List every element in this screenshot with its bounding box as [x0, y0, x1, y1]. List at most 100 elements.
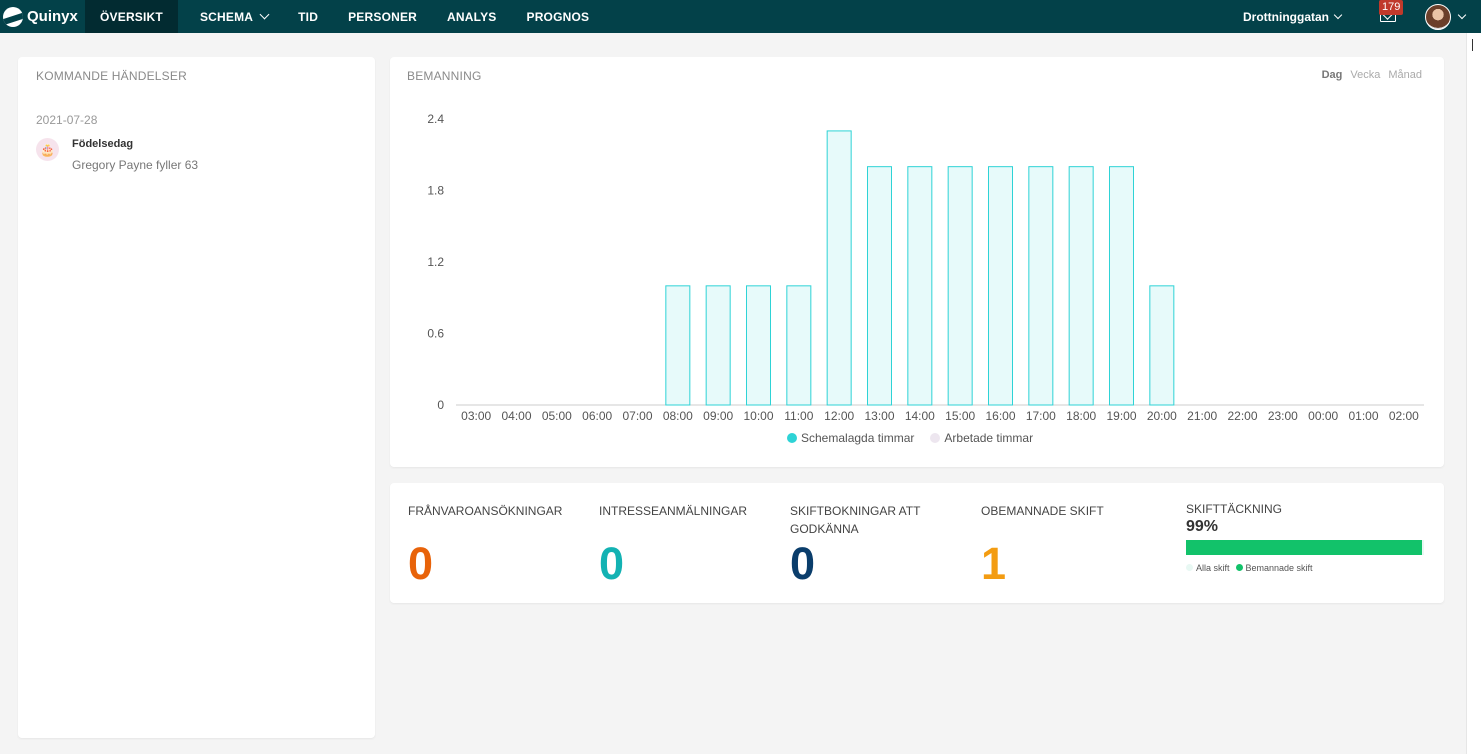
cake-icon: 🎂 [36, 138, 59, 161]
y-tick-label: 0 [437, 398, 444, 412]
y-tick-label: 1.8 [427, 184, 444, 198]
x-tick-label: 02:00 [1389, 409, 1419, 423]
location-label: Drottninggatan [1243, 9, 1329, 24]
stat-value: 0 [790, 538, 816, 589]
quinyx-logo-icon [3, 6, 23, 27]
nav-item-prognos[interactable]: PROGNOS [526, 0, 589, 33]
bar-scheduled[interactable] [867, 166, 892, 406]
card-title: KOMMANDE HÄNDELSER [36, 69, 187, 83]
nav-label: PROGNOS [526, 9, 590, 24]
bar-scheduled[interactable] [907, 166, 933, 406]
x-tick-label: 20:00 [1147, 409, 1177, 423]
legend-label: Schemalagda timmar [801, 431, 915, 445]
x-tick-label: 13:00 [864, 409, 894, 423]
y-tick-label: 0.6 [427, 327, 444, 341]
nav-item-personer[interactable]: PERSONER [348, 0, 417, 33]
x-tick-label: 23:00 [1268, 409, 1298, 423]
coverage-legend: Alla skift Bemannade skift [1186, 563, 1424, 573]
x-tick-label: 00:00 [1308, 409, 1338, 423]
x-tick-label: 11:00 [784, 409, 813, 423]
bar-scheduled[interactable] [1068, 166, 1094, 406]
nav-item-tid[interactable]: TID [298, 0, 318, 33]
legend-item-manned-shifts: Bemannade skift [1235, 563, 1313, 573]
y-tick-label: 1.2 [427, 255, 444, 269]
x-tick-label: 09:00 [703, 409, 733, 423]
legend-item-all-shifts: Alla skift [1186, 563, 1230, 573]
legend-dot [1186, 564, 1193, 571]
y-tick-label: 2.4 [427, 112, 444, 126]
chevron-down-icon [1333, 10, 1343, 19]
x-tick-label: 04:00 [501, 409, 531, 423]
scrollbar[interactable] [1466, 33, 1481, 754]
nav-item-analys[interactable]: ANALYS [447, 0, 496, 33]
nav-item-oversikt[interactable]: ÖVERSIKT [85, 0, 178, 33]
range-vecka[interactable]: Vecka [1350, 69, 1381, 81]
bar-scheduled[interactable] [826, 130, 852, 406]
avatar[interactable] [1425, 3, 1451, 30]
x-tick-label: 15:00 [945, 409, 975, 423]
stat-label: INTRESSEANMÄLNINGAR [599, 504, 748, 518]
notifications-button[interactable]: 179 [1379, 0, 1404, 33]
bar-scheduled[interactable] [988, 166, 1013, 406]
event-description: Gregory Payne fyller 63 [72, 158, 199, 172]
stats-card: FRÅNVAROANSÖKNINGAR 0 INTRESSEANMÄLNINGA… [390, 483, 1444, 603]
stat-value: 1 [981, 538, 1007, 589]
range-dag[interactable]: Dag [1321, 69, 1343, 81]
legend-label: Arbetade timmar [944, 431, 1034, 445]
bar-scheduled[interactable] [705, 285, 731, 406]
location-selector[interactable]: Drottninggatan [1243, 9, 1343, 24]
nav-label: ANALYS [447, 9, 497, 24]
logo-text: Quinyx [27, 8, 78, 25]
nav-label: ÖVERSIKT [100, 9, 163, 24]
shift-coverage[interactable]: SKIFTTÄCKNING 99% Alla skift Bemannade s… [1186, 502, 1424, 573]
stat-label: FRÅNVAROANSÖKNINGAR [408, 504, 563, 518]
x-tick-label: 21:00 [1187, 409, 1217, 423]
legend-label: Bemannade skift [1245, 563, 1313, 573]
x-tick-label: 01:00 [1348, 409, 1378, 423]
nav-item-schema[interactable]: SCHEMA [199, 0, 270, 33]
range-manad[interactable]: Månad [1388, 69, 1422, 81]
x-tick-label: 14:00 [905, 409, 935, 423]
x-tick-label: 05:00 [542, 409, 572, 423]
card-title: BEMANNING [407, 69, 482, 83]
stat-value: 0 [408, 538, 434, 589]
bar-scheduled[interactable] [1028, 166, 1054, 406]
x-tick-label: 16:00 [985, 409, 1015, 423]
staffing-card: BEMANNING Dag Vecka Månad 2.4 1.8 1.2 0.6 0 0… [390, 57, 1444, 467]
x-tick-label: 08:00 [663, 409, 693, 423]
bar-scheduled[interactable] [1109, 166, 1134, 406]
event-date: 2021-07-28 [36, 113, 98, 127]
x-tick-label: 22:00 [1227, 409, 1257, 423]
legend-item-worked[interactable]: Arbetade timmar [930, 431, 1033, 445]
top-nav: Quinyx ÖVERSIKT SCHEMA TID PERSONER ANAL… [0, 0, 1481, 33]
stat-unmanned-shifts[interactable]: OBEMANNADE SKIFT 1 [981, 502, 1151, 589]
x-tick-label: 10:00 [743, 409, 773, 423]
coverage-bar-fill [1186, 540, 1422, 555]
legend-dot [1235, 564, 1243, 571]
stat-interest-notifications[interactable]: INTRESSEANMÄLNINGAR 0 [599, 502, 769, 589]
stat-absence-requests[interactable]: FRÅNVAROANSÖKNINGAR 0 [408, 502, 578, 589]
stat-label: SKIFTBOKNINGAR ATT GODKÄNNA [790, 504, 921, 536]
nav-label: TID [298, 9, 319, 24]
coverage-label: SKIFTTÄCKNING [1186, 502, 1283, 516]
chart-legend: Schemalagda timmar Arbetade timmar [787, 431, 1043, 445]
bar-scheduled[interactable] [947, 166, 973, 406]
nav-label: SCHEMA [199, 9, 254, 24]
x-tick-label: 12:00 [824, 409, 854, 423]
quinyx-logo[interactable]: Quinyx [0, 0, 85, 33]
legend-dot [930, 433, 941, 443]
stat-label: OBEMANNADE SKIFT [981, 504, 1104, 518]
staffing-chart: 2.4 1.8 1.2 0.6 0 03:00 04:00 05:00 06:00 07:00 08… [427, 112, 1424, 423]
coverage-bar [1186, 540, 1424, 555]
stat-shift-bookings[interactable]: SKIFTBOKNINGAR ATT GODKÄNNA 0 [790, 502, 950, 589]
stat-value: 0 [599, 538, 625, 589]
nav-right: Drottninggatan 179 [1243, 0, 1481, 33]
x-tick-label: 06:00 [582, 409, 612, 423]
legend-item-scheduled[interactable]: Schemalagda timmar [787, 431, 914, 445]
bar-scheduled[interactable] [1149, 285, 1175, 406]
bar-scheduled[interactable] [786, 285, 812, 406]
bar-scheduled[interactable] [665, 285, 691, 406]
notification-badge: 179 [1379, 0, 1404, 15]
bar-scheduled[interactable] [746, 285, 771, 406]
chevron-down-icon[interactable] [1457, 10, 1467, 19]
